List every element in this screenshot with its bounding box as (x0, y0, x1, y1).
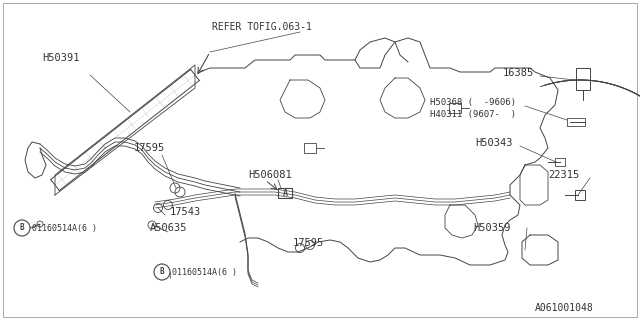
Text: 17595: 17595 (293, 238, 324, 248)
Text: REFER TOFIG.063-1: REFER TOFIG.063-1 (212, 22, 312, 32)
Text: A50635: A50635 (150, 223, 188, 233)
Bar (576, 68, 590, 90)
Text: 01160514A(6 ): 01160514A(6 ) (32, 223, 97, 233)
Text: 16385: 16385 (503, 68, 534, 78)
Text: H50343: H50343 (475, 138, 513, 148)
Text: 17543: 17543 (170, 207, 201, 217)
Bar (449, 103, 461, 113)
Text: H506081: H506081 (248, 170, 292, 180)
Text: 17595: 17595 (134, 143, 165, 153)
Text: 01160514A(6 ): 01160514A(6 ) (172, 268, 237, 276)
Text: 22315: 22315 (548, 170, 579, 180)
Text: A: A (282, 188, 287, 197)
Text: B: B (20, 223, 24, 233)
Bar (278, 188, 292, 198)
Bar (555, 158, 565, 166)
Text: H50391: H50391 (42, 53, 79, 63)
Text: H50368 (  -9606): H50368 ( -9606) (430, 99, 516, 108)
Text: H50359: H50359 (473, 223, 511, 233)
Text: B: B (160, 268, 164, 276)
Bar (575, 190, 585, 200)
Bar (304, 143, 316, 153)
Bar (567, 118, 585, 126)
Text: A061001048: A061001048 (535, 303, 594, 313)
Text: H40311 (9607-  ): H40311 (9607- ) (430, 110, 516, 119)
